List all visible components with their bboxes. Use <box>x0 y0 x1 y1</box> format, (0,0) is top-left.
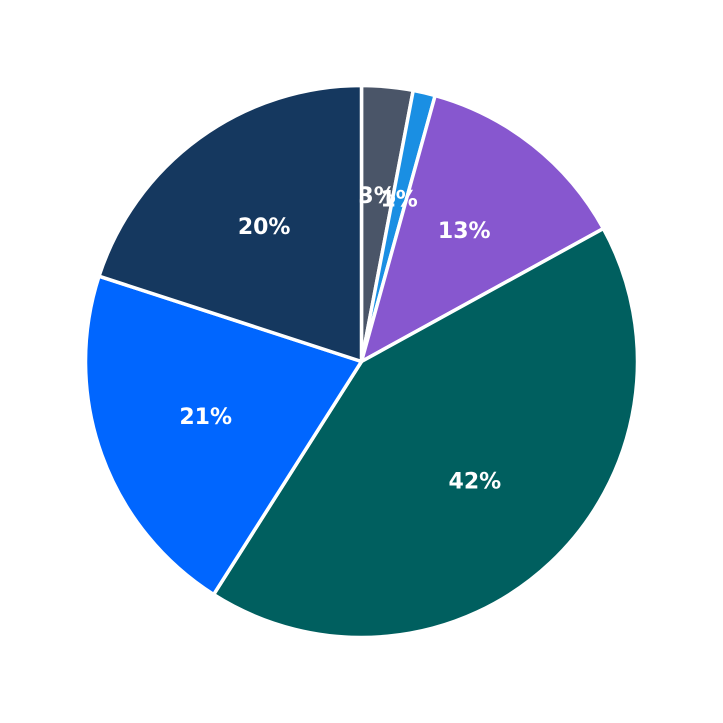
pie-slice-4 <box>211 226 640 640</box>
pie-slices <box>83 83 640 640</box>
pie-slice-label-6: 20% <box>238 215 291 240</box>
pie-labels: 3%1% 13% 42% 21% 20% <box>179 184 501 495</box>
pie-slice-label-4: 42% <box>449 470 502 495</box>
pie-slice-label-1: 3% <box>358 184 395 209</box>
pie-slice-label-5: 21% <box>179 405 232 430</box>
pie-slice-label-2: 1% <box>380 188 417 213</box>
pie-slice-label-3: 13% <box>438 219 491 244</box>
pie-slice-6 <box>97 83 364 364</box>
pie-slice-3 <box>359 93 606 364</box>
pie-slice-5 <box>83 274 364 597</box>
